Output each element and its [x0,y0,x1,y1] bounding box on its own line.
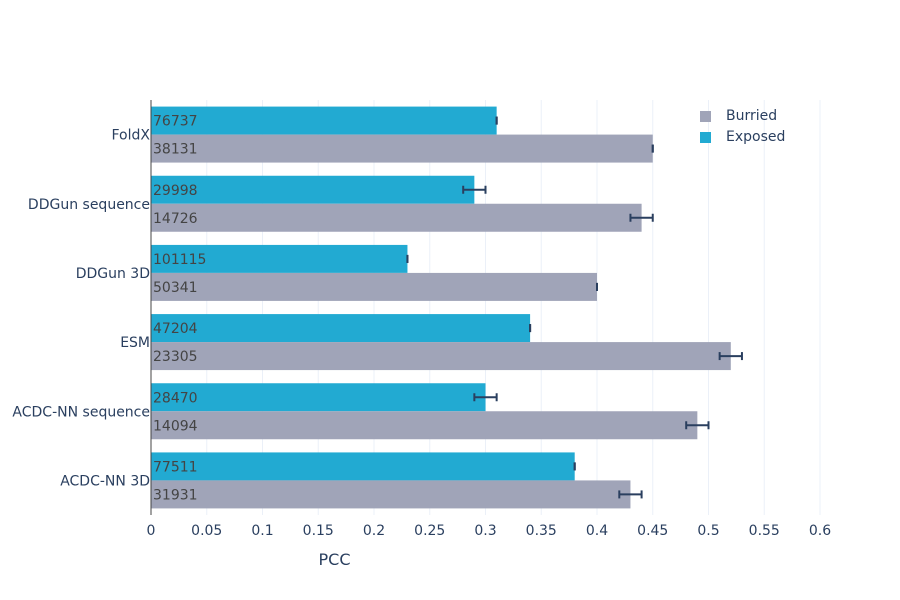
bar-exposed [151,452,575,481]
y-tick-label: ACDC-NN 3D [60,473,150,489]
x-tick-label: 0.55 [749,523,780,539]
x-tick-label: 0.45 [637,523,668,539]
y-tick-label: DDGun 3D [76,266,150,282]
bar-label-burried: 50341 [153,280,198,296]
legend-swatch-burried [700,111,711,122]
bar-label-exposed: 101115 [153,252,206,268]
x-tick-label: 0.2 [363,523,385,539]
x-tick-label: 0.25 [414,523,445,539]
x-tick-label: 0.6 [809,523,831,539]
bar-burried [151,342,731,371]
legend-item-burried[interactable]: Burried [700,106,785,127]
bar-label-burried: 31931 [153,487,198,503]
bar-label-burried: 38131 [153,142,198,158]
bar-label-exposed: 77511 [153,459,198,475]
x-tick-label: 0 [147,523,156,539]
bar-label-exposed: 76737 [153,114,198,130]
x-tick-label: 0.3 [474,523,496,539]
bar-exposed [151,106,497,135]
bar-label-exposed: 29998 [153,183,198,199]
legend-swatch-exposed [700,132,711,143]
bar-burried [151,272,597,301]
legend-item-exposed[interactable]: Exposed [700,127,785,148]
bar-label-burried: 14726 [153,211,198,227]
bar-exposed [151,175,475,204]
x-tick-label: 0.05 [191,523,222,539]
legend-label-burried: Burried [726,108,778,124]
bar-burried [151,480,631,509]
y-tick-label: FoldX [112,128,151,144]
bar-label-burried: 23305 [153,349,198,365]
legend: Burried Exposed [700,106,785,148]
y-tick-label: ACDC-NN sequence [12,404,150,420]
x-tick-label: 0.35 [526,523,557,539]
x-tick-label: 0.4 [586,523,608,539]
x-axis-title: PCC [319,550,351,569]
legend-label-exposed: Exposed [726,129,786,145]
y-tick-label: DDGun sequence [28,197,150,213]
bar-exposed [151,314,531,343]
bar-exposed [151,383,486,412]
x-tick-label: 0.1 [251,523,273,539]
bar-exposed [151,244,408,273]
bar-label-exposed: 28470 [153,390,198,406]
bar-burried [151,134,653,163]
bar-label-burried: 14094 [153,418,198,434]
bar-burried [151,203,642,232]
bar-label-exposed: 47204 [153,321,198,337]
y-tick-label: ESM [120,335,150,351]
bar-burried [151,411,698,440]
x-tick-label: 0.5 [697,523,719,539]
x-tick-label: 0.15 [303,523,334,539]
